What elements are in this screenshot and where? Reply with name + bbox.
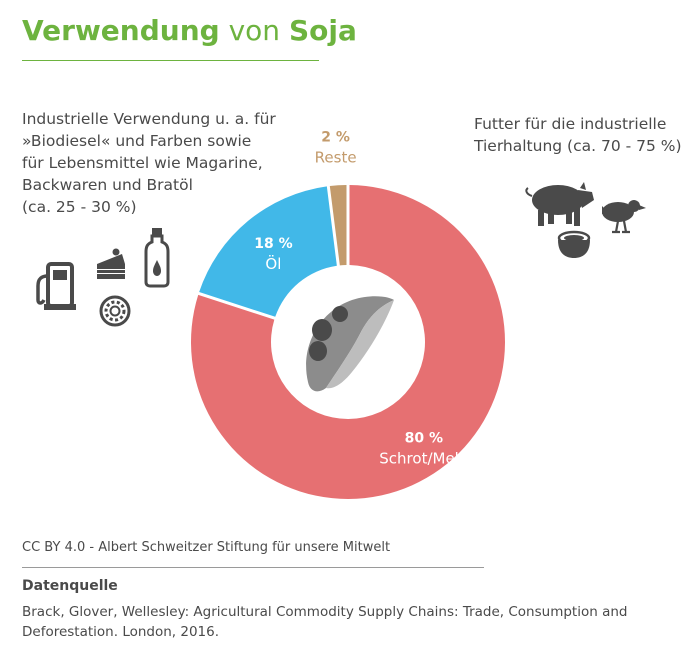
slice-category-label: Reste bbox=[315, 148, 357, 166]
slice-value-label: 80 % bbox=[405, 430, 443, 446]
pig-icon bbox=[525, 182, 594, 226]
donut-slice-1 bbox=[190, 185, 505, 499]
annotation-line: »Biodiesel« und Farben sowie bbox=[22, 132, 252, 150]
donut-slices bbox=[190, 185, 505, 499]
oil-bottle-icon bbox=[144, 228, 170, 288]
annotation-animal-feed: Futter für die industrielle Tierhaltung … bbox=[474, 113, 682, 157]
slice-value-label: 18 % bbox=[254, 236, 292, 252]
chicken-icon bbox=[602, 200, 646, 234]
source-text: Brack, Glover, Wellesley: Agricultural C… bbox=[22, 604, 628, 640]
slice-value-label: 2 % bbox=[321, 129, 350, 145]
donut-slice-3 bbox=[329, 185, 347, 266]
annotation-line: Futter für die industrielle bbox=[474, 115, 667, 133]
annotation-industrial-use: Industrielle Verwendung u. a. für »Biodi… bbox=[22, 108, 276, 218]
slice-category-label: Öl bbox=[265, 254, 281, 273]
annotation-line: Industrielle Verwendung u. a. für bbox=[22, 110, 276, 128]
donut-slice-2 bbox=[199, 186, 337, 317]
annotation-line: (ca. 25 - 30 %) bbox=[22, 198, 137, 216]
source-heading: Datenquelle bbox=[22, 578, 118, 594]
page-title: Verwendung von Soja bbox=[22, 14, 357, 47]
feed-bowl-icon bbox=[557, 230, 591, 258]
fuel-pump-icon bbox=[36, 262, 76, 310]
title-part-1: Verwendung bbox=[22, 14, 220, 47]
soybean-pod-icon bbox=[306, 296, 394, 392]
cake-icon bbox=[97, 248, 125, 279]
annotation-line: für Lebensmittel wie Magarine, bbox=[22, 154, 263, 172]
license-note: CC BY 4.0 - Albert Schweitzer Stiftung f… bbox=[22, 540, 391, 555]
annotation-line: Backwaren und Bratöl bbox=[22, 176, 193, 194]
slice-category-label: Schrot/Mehl bbox=[379, 449, 468, 467]
title-part-2: von bbox=[219, 14, 289, 47]
title-rule bbox=[22, 60, 319, 61]
annotation-line: Tierhaltung (ca. 70 - 75 %) bbox=[474, 137, 682, 155]
donut-icon bbox=[99, 295, 131, 327]
title-part-3: Soja bbox=[288, 14, 357, 47]
footer-rule bbox=[22, 567, 484, 568]
slice-labels: 80 % Schrot/Mehl 18 % Öl 2 % Reste bbox=[254, 129, 468, 467]
